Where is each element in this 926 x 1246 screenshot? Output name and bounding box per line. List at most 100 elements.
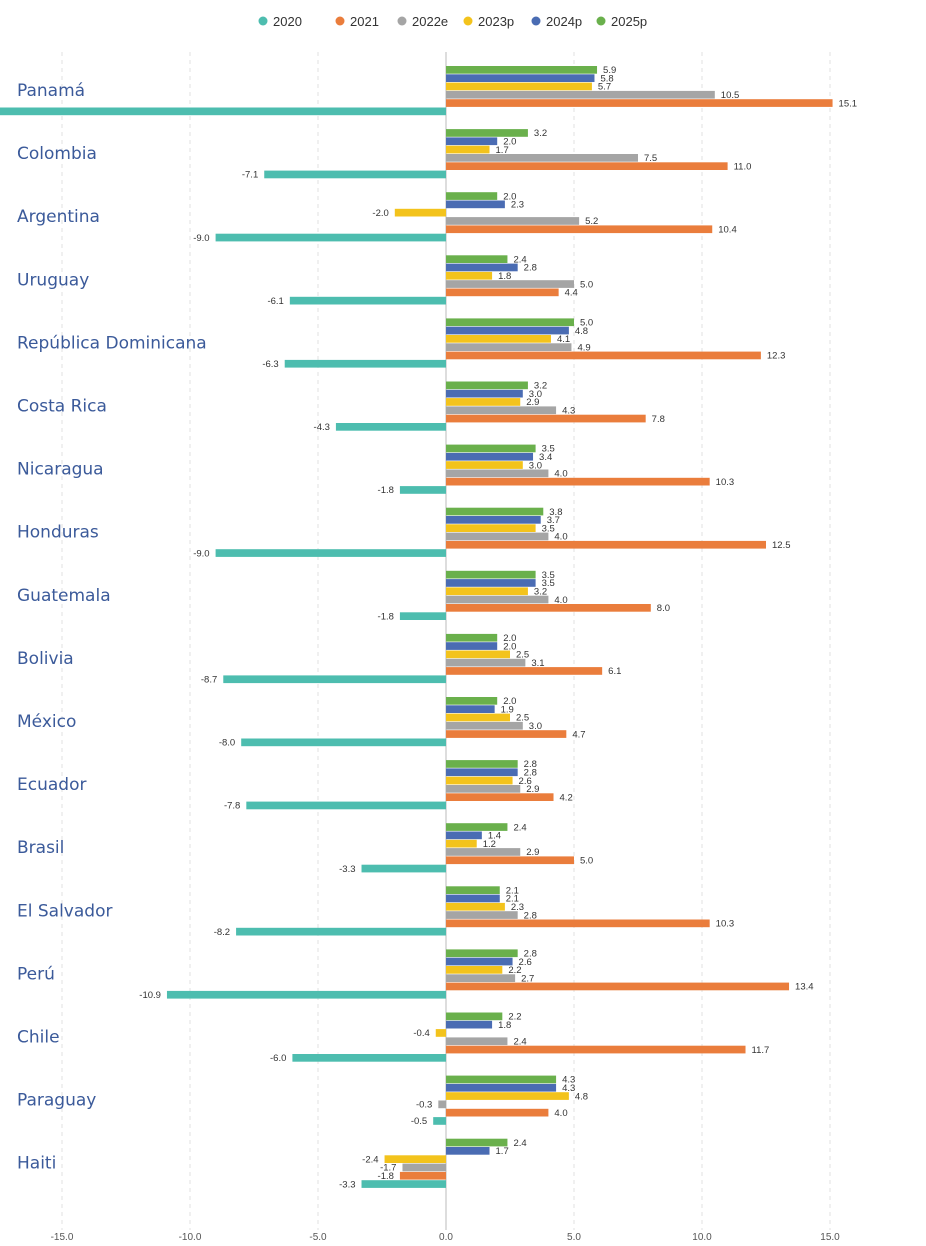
legend-marker-2023p: [463, 16, 473, 26]
bar-2020: [264, 170, 446, 179]
bar-2020: [0, 107, 446, 116]
bar-2024p: [446, 705, 495, 713]
data-label: 2.9: [526, 784, 539, 795]
category-label: Guatemala: [17, 586, 111, 606]
data-label: 2.8: [524, 263, 537, 274]
legend-marker-2022e: [397, 16, 407, 26]
data-label: 12.5: [772, 540, 791, 551]
data-label: 2.1: [506, 894, 519, 905]
bar-2025p: [446, 1012, 503, 1021]
bar-2022e: [446, 911, 518, 919]
data-label: -1.8: [378, 485, 394, 496]
x-tick-label: -10.0: [179, 1232, 202, 1243]
data-label: -0.3: [416, 1100, 432, 1111]
data-label: 2.4: [513, 822, 526, 833]
bar-2025p: [446, 192, 498, 200]
bar-2021: [446, 162, 728, 170]
bar-2020: [289, 296, 446, 305]
data-label: -8.0: [219, 738, 235, 749]
legend-label: 2024p: [546, 14, 582, 29]
legend-label: 2020: [273, 14, 302, 29]
bar-2021: [446, 667, 603, 675]
bar-2023p: [446, 776, 513, 785]
data-label: 8.0: [657, 603, 670, 614]
bar-2024p: [446, 642, 498, 650]
legend-label: 2025p: [611, 14, 647, 29]
data-label: 2.5: [516, 713, 529, 724]
bar-2025p: [446, 66, 598, 74]
data-label: -1.8: [378, 1171, 394, 1182]
data-label: 3.5: [542, 570, 555, 581]
bar-2022e: [446, 217, 580, 225]
legend-label: 2023p: [478, 14, 514, 29]
data-label: -4.3: [314, 422, 330, 433]
bar-2023p: [446, 650, 510, 659]
bar-2021: [399, 1171, 446, 1180]
bar-2022e: [402, 1163, 446, 1172]
bar-2022e: [446, 721, 523, 730]
bar-2024p: [446, 1147, 490, 1155]
category-label: Panamá: [17, 81, 85, 101]
bar-2022e: [438, 1100, 446, 1109]
data-label: 13.4: [795, 982, 814, 993]
bar-2022e: [446, 658, 526, 667]
bar-2020: [241, 738, 446, 747]
category-label: El Salvador: [17, 901, 112, 921]
legend-marker-2020: [258, 16, 268, 26]
category-label: Nicaragua: [17, 460, 104, 480]
data-label: 2.0: [503, 137, 516, 148]
bar-2025p: [446, 760, 518, 768]
legend-marker-2021: [335, 16, 345, 26]
category-label: Ecuador: [17, 775, 86, 795]
data-label: -6.0: [270, 1053, 286, 1064]
data-label: -2.0: [372, 208, 388, 219]
data-label: 2.8: [524, 949, 537, 960]
bar-2022e: [446, 1037, 508, 1046]
bar-2025p: [446, 129, 528, 137]
data-label: 2.8: [524, 910, 537, 921]
data-label: 3.4: [539, 452, 552, 463]
data-label: 2.6: [519, 957, 532, 968]
data-label: 10.4: [718, 225, 737, 236]
bar-2021: [446, 982, 790, 991]
bar-2020: [292, 1054, 446, 1062]
category-label: Haiti: [17, 1154, 56, 1174]
bar-2021: [446, 919, 710, 928]
bar-2022e: [446, 848, 521, 856]
bar-2022e: [446, 90, 715, 99]
bar-2025p: [446, 570, 536, 579]
bar-2021: [446, 414, 646, 423]
data-label: 2.8: [524, 768, 537, 779]
bar-2024p: [446, 516, 541, 524]
data-label: -7.1: [242, 170, 258, 181]
data-label: 1.4: [488, 831, 501, 842]
data-label: 2.0: [503, 641, 516, 652]
bar-2021: [446, 1108, 549, 1117]
data-label: 2.2: [508, 1012, 521, 1023]
x-tick-label: 15.0: [820, 1232, 840, 1243]
bar-2024p: [446, 200, 505, 209]
bar-2025p: [446, 949, 518, 958]
bar-2023p: [446, 713, 510, 722]
bar-2022e: [446, 406, 557, 415]
bar-2023p: [446, 82, 592, 91]
data-label: 5.0: [580, 279, 593, 290]
data-label: -1.7: [380, 1163, 396, 1174]
bar-2024p: [446, 957, 513, 966]
bar-2025p: [446, 886, 500, 894]
data-label: -8.2: [214, 927, 230, 938]
x-tick-label: -15.0: [51, 1232, 74, 1243]
data-label: 10.3: [716, 919, 735, 930]
data-label: 3.8: [549, 507, 562, 518]
data-label: -6.3: [262, 359, 278, 370]
bar-2021: [446, 351, 761, 360]
bar-2025p: [446, 381, 528, 390]
bar-2021: [446, 540, 766, 549]
bar-2025p: [446, 1075, 557, 1084]
bar-2022e: [446, 595, 549, 604]
category-label: Colombia: [17, 144, 97, 164]
data-label: 3.2: [534, 381, 547, 392]
bar-2024p: [446, 1083, 557, 1092]
data-label: 10.3: [716, 477, 735, 488]
